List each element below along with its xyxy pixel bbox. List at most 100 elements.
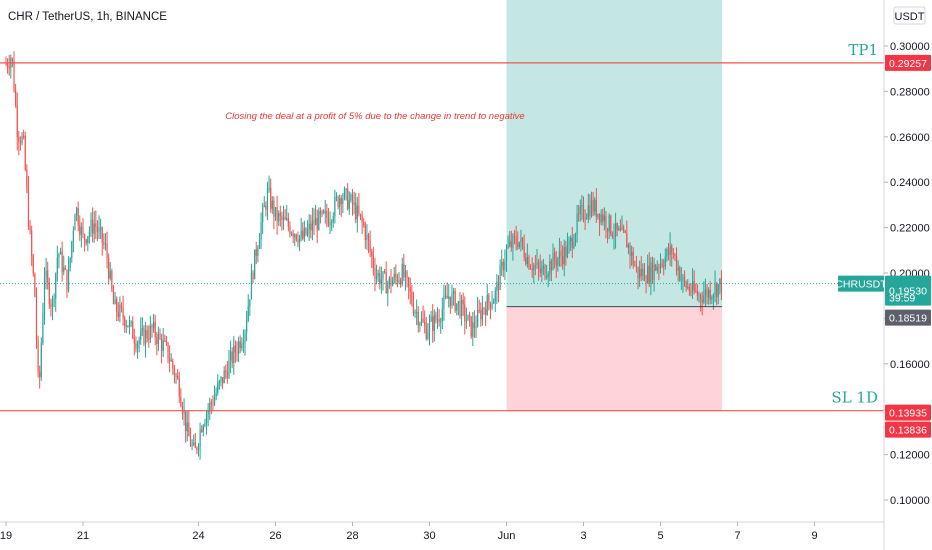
- sl-alt-price-badge[interactable]: 0.13836: [885, 421, 931, 438]
- candle-body: [13, 60, 15, 91]
- candle-body: [518, 241, 520, 247]
- candle-body: [143, 327, 145, 345]
- candle-body: [635, 265, 638, 267]
- candle-body: [156, 337, 158, 345]
- candle-body: [587, 205, 589, 218]
- candle-body: [404, 271, 407, 278]
- candle-body: [255, 249, 257, 256]
- candle-body: [581, 205, 583, 207]
- candle-body: [664, 256, 666, 267]
- candle-body: [287, 218, 289, 227]
- candle-body: [270, 187, 272, 209]
- candle-body: [679, 267, 681, 281]
- candle-body: [43, 277, 46, 314]
- candle-body: [610, 215, 612, 234]
- x-tick-label: 3: [580, 530, 586, 542]
- candle-body: [164, 340, 166, 342]
- candle-body: [719, 278, 721, 285]
- y-tick-label: 0.28000: [890, 86, 930, 98]
- entry-price-badge[interactable]: 0.18519: [885, 309, 931, 326]
- candle-body: [229, 351, 232, 361]
- candle-body: [241, 344, 243, 349]
- candle-body: [92, 219, 94, 234]
- candle-body: [711, 297, 713, 300]
- candle-body: [204, 423, 206, 426]
- candle-body: [595, 199, 597, 218]
- candle-body: [55, 273, 57, 299]
- candle-body: [603, 215, 605, 222]
- candle-body: [478, 309, 480, 311]
- candle-body: [324, 211, 326, 213]
- tp-price-badge[interactable]: 0.29257: [885, 54, 931, 71]
- candle-body: [297, 239, 299, 243]
- candle-body: [494, 290, 496, 302]
- symbol-badge[interactable]: CHRUSDT: [835, 275, 887, 292]
- candle-body: [136, 343, 139, 349]
- candle-body: [77, 208, 79, 226]
- sl-price-badge-text: 0.13935: [889, 408, 927, 420]
- candle-body: [106, 243, 108, 259]
- candle-body: [480, 310, 482, 320]
- candle-body: [189, 436, 192, 447]
- candle-body: [194, 442, 196, 449]
- candle-body: [470, 316, 472, 337]
- candle-body: [477, 309, 479, 327]
- candle-body: [454, 290, 456, 311]
- candle-body: [412, 303, 415, 314]
- x-axis-ticks[interactable]: 19 21 24 26 28 30 Jun 3 5 7 9: [0, 522, 818, 542]
- candle-body: [554, 252, 556, 261]
- candle-body: [109, 271, 111, 279]
- sl-alt-price-badge-bg: [885, 421, 931, 438]
- candle-body: [42, 313, 44, 344]
- candle-body: [534, 265, 536, 267]
- candle-body: [369, 241, 371, 252]
- candle-body: [111, 271, 113, 290]
- candle-body: [685, 282, 687, 288]
- x-tick-label: 28: [346, 530, 358, 542]
- candle-body: [614, 222, 617, 237]
- candle-body: [88, 231, 91, 237]
- candle-body: [529, 268, 532, 270]
- candle-body: [218, 381, 220, 384]
- candle-body: [541, 268, 543, 273]
- current-price-badge[interactable]: 0.19530: [885, 275, 931, 306]
- candle-body: [674, 254, 676, 257]
- candle-body: [682, 276, 684, 280]
- candle-body: [75, 208, 78, 216]
- candle-body: [626, 232, 628, 248]
- candle-body: [460, 299, 463, 316]
- candle-body: [531, 268, 533, 271]
- candle-body: [319, 211, 322, 215]
- candle-body: [53, 298, 55, 300]
- candle-body: [98, 227, 100, 232]
- x-tick-label: 21: [77, 530, 89, 542]
- candle-body: [571, 237, 573, 248]
- candle-body: [356, 205, 358, 220]
- candle-body: [185, 411, 187, 432]
- candle-body: [669, 245, 671, 256]
- candle-body: [151, 325, 153, 329]
- candle-body: [586, 217, 588, 219]
- x-tick-label: 5: [657, 530, 663, 542]
- currency-box[interactable]: [893, 6, 926, 25]
- sl-price-badge[interactable]: 0.13935: [885, 404, 931, 421]
- candle-body: [37, 340, 39, 372]
- candle-body: [350, 194, 352, 201]
- candle-body: [254, 249, 256, 280]
- candle-body: [677, 267, 679, 271]
- candle-body: [505, 247, 508, 262]
- candle-body: [499, 265, 501, 290]
- candle-body: [173, 368, 176, 377]
- candle-body: [347, 188, 349, 209]
- y-tick-label: 0.26000: [890, 132, 930, 144]
- candle-body: [388, 277, 390, 285]
- candle-body: [419, 323, 421, 326]
- candle-body: [116, 298, 118, 313]
- candle-body: [408, 277, 410, 288]
- candle-body: [544, 265, 546, 278]
- candle-body: [175, 375, 177, 377]
- y-tick-label: 0.16000: [890, 359, 930, 371]
- candle-body: [568, 241, 570, 246]
